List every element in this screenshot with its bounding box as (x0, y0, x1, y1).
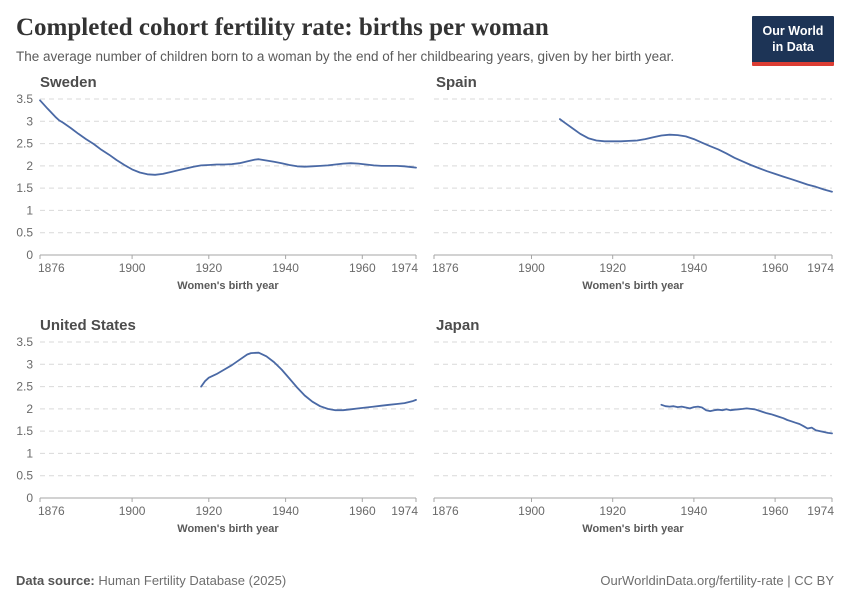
svg-text:1940: 1940 (272, 504, 299, 518)
facet-title-japan: Japan (436, 317, 480, 334)
data-source-note: Data source: Human Fertility Database (2… (16, 573, 286, 588)
line-chart-sweden: 0 0.5 1 1.5 2 2.5 3 3.5 1876 1900 1920 1940 1960 1974… (16, 93, 418, 292)
svg-text:3: 3 (26, 114, 33, 128)
owid-logo[interactable]: Our World in Data (752, 16, 834, 66)
svg-text:2: 2 (26, 402, 33, 416)
facet-sweden: Sweden 0 0.5 1 1.5 2 2.5 3 3.5 1876 1900 1920 1940 1… (16, 74, 418, 297)
svg-text:1.5: 1.5 (16, 181, 33, 195)
line-chart-united-states: 0 0.5 1 1.5 2 2.5 3 3.5 1876 1900 1920 1940 1960 1974… (16, 336, 418, 535)
svg-text:1974: 1974 (391, 261, 418, 275)
page-title: Completed cohort fertility rate: births … (16, 14, 549, 41)
svg-text:1920: 1920 (195, 504, 222, 518)
svg-text:1900: 1900 (518, 261, 545, 275)
svg-text:1876: 1876 (38, 261, 65, 275)
owid-logo-line2: in Data (772, 40, 814, 54)
svg-text:1900: 1900 (518, 504, 545, 518)
facet-title-sweden: Sweden (40, 74, 97, 91)
svg-text:1960: 1960 (349, 504, 376, 518)
svg-text:0: 0 (26, 248, 33, 262)
svg-text:1960: 1960 (762, 504, 789, 518)
svg-text:1876: 1876 (432, 261, 459, 275)
svg-text:1920: 1920 (599, 261, 626, 275)
svg-text:0: 0 (26, 491, 33, 505)
owid-url-link[interactable]: OurWorldinData.org/fertility-rate (600, 573, 784, 588)
line-chart-spain: 1876 1900 1920 1940 1960 1974 Women's birth ye… (432, 98, 834, 292)
svg-text:3.5: 3.5 (16, 336, 33, 349)
svg-text:2.5: 2.5 (16, 380, 33, 394)
svg-text:Women's birth year: Women's birth year (177, 280, 279, 292)
chart-footer: Data source: Human Fertility Database (2… (16, 573, 834, 588)
svg-text:1940: 1940 (272, 261, 299, 275)
license-label: CC BY (794, 573, 834, 588)
data-source-value: Human Fertility Database (2025) (94, 573, 287, 588)
svg-text:1974: 1974 (807, 261, 834, 275)
chart-header: Completed cohort fertility rate: births … (16, 14, 834, 66)
svg-text:1.5: 1.5 (16, 424, 33, 438)
svg-text:0.5: 0.5 (16, 469, 33, 483)
data-source-label: Data source: (16, 573, 95, 588)
svg-text:Women's birth year: Women's birth year (582, 523, 684, 535)
svg-text:1940: 1940 (681, 261, 708, 275)
line-chart-japan: 1876 1900 1920 1940 1960 1974 Women's birth ye… (432, 341, 834, 535)
footer-separator: | (783, 573, 795, 588)
svg-text:1974: 1974 (807, 504, 834, 518)
owid-logo-line1: Our World (762, 23, 824, 38)
facet-united-states: United States 0 0.5 1 1.5 2 2.5 3 3.5 1876 1900 19… (16, 317, 418, 540)
facet-title-spain: Spain (436, 74, 477, 91)
facet-spain: Spain 1876 1900 1920 1940 1960 1974 Women's bi… (432, 74, 834, 297)
svg-text:1: 1 (26, 446, 33, 460)
svg-text:2: 2 (26, 159, 33, 173)
svg-text:1974: 1974 (391, 504, 418, 518)
svg-text:3.5: 3.5 (16, 93, 33, 106)
svg-text:1920: 1920 (195, 261, 222, 275)
svg-text:Women's birth year: Women's birth year (177, 523, 279, 535)
svg-text:1940: 1940 (681, 504, 708, 518)
facet-japan: Japan 1876 1900 1920 1940 1960 1974 Women's bi… (432, 317, 834, 540)
facet-title-united-states: United States (40, 317, 136, 334)
svg-text:1900: 1900 (119, 504, 146, 518)
header-text: Completed cohort fertility rate: births … (16, 14, 674, 64)
footer-right: OurWorldinData.org/fertility-rate | CC B… (600, 573, 834, 588)
small-multiples-grid: Sweden 0 0.5 1 1.5 2 2.5 3 3.5 1876 1900 1920 1940 1… (16, 74, 834, 540)
svg-text:3: 3 (26, 357, 33, 371)
svg-text:2.5: 2.5 (16, 137, 33, 151)
svg-text:1960: 1960 (349, 261, 376, 275)
svg-text:Women's birth year: Women's birth year (582, 280, 684, 292)
svg-text:1876: 1876 (432, 504, 459, 518)
svg-text:1900: 1900 (119, 261, 146, 275)
chart-subtitle: The average number of children born to a… (16, 48, 675, 64)
svg-text:1: 1 (26, 203, 33, 217)
svg-text:1960: 1960 (762, 261, 789, 275)
svg-text:1876: 1876 (38, 504, 65, 518)
svg-text:1920: 1920 (599, 504, 626, 518)
svg-text:0.5: 0.5 (16, 226, 33, 240)
